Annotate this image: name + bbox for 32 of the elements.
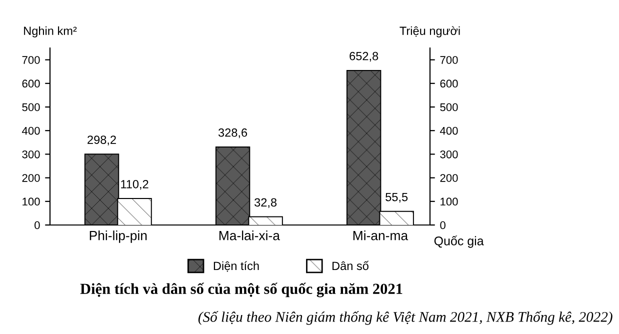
y2-tick-label: 400	[440, 126, 458, 135]
y2-tick-label: 300	[440, 150, 458, 158]
x-tick-label: Ma-lai-xi-a	[219, 230, 280, 240]
y2-tick-label: 100	[440, 198, 458, 206]
y2-tick-label: 600	[440, 80, 458, 88]
y2-axis-title: Triệu người	[400, 26, 460, 38]
y-tick-label: 100	[22, 198, 40, 206]
data-label: 328,6	[218, 128, 248, 138]
y-tick-label: 200	[22, 174, 40, 182]
y2-tick-label: 0	[440, 221, 446, 230]
y2-tick-label: 700	[440, 56, 458, 64]
text: (Số liệu theo Niên giám thống kê Việt Nam 2021, NXB Thống kê, 2022)	[198, 311, 612, 325]
x-tick-label: Phi-lip-pin	[90, 230, 147, 243]
text: Diện tích và dân số của một số quốc gia năm 2021	[80, 282, 402, 298]
x-axis-title: Quốc gia	[434, 236, 484, 248]
data-label: 55,5	[386, 192, 408, 203]
y-tick-label: 700	[22, 56, 40, 64]
y2-tick-label: 200	[440, 174, 458, 182]
legend-label: Diện tích	[214, 261, 259, 272]
x-tick-label: Mi-an-ma	[353, 230, 408, 240]
y-axis-title: Nghin km²	[24, 26, 77, 38]
y-tick-label: 600	[22, 80, 40, 88]
data-label: 110,2	[121, 180, 148, 190]
y-tick-label: 0	[34, 221, 40, 230]
y2-tick-label: 500	[440, 103, 458, 112]
data-label: 298,2	[88, 136, 116, 146]
data-label: 32,8	[254, 198, 277, 208]
y-tick-label: 500	[22, 103, 40, 112]
legend-label: Dân số	[332, 260, 369, 270]
y-tick-label: 400	[22, 126, 40, 135]
y-tick-label: 300	[22, 150, 40, 158]
data-label: 652,8	[350, 52, 378, 62]
